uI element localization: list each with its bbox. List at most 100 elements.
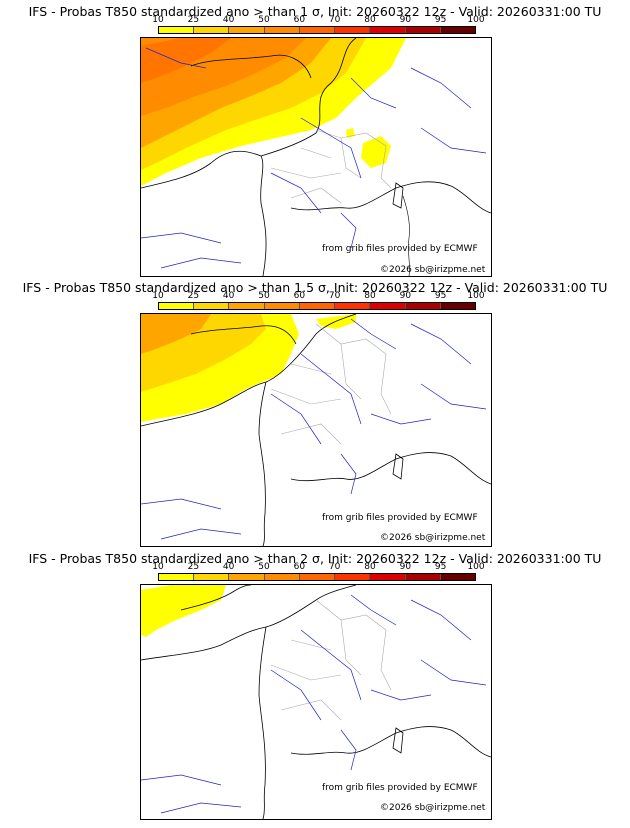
legend-tick-label: 10 bbox=[152, 15, 164, 25]
legend-tick-label: 25 bbox=[187, 15, 200, 25]
panel-title: IFS - Probas T850 standardized ano > tha… bbox=[28, 551, 602, 566]
legend-color-swatch bbox=[405, 574, 441, 580]
legend-color-swatch bbox=[299, 574, 336, 580]
legend-color-swatch bbox=[440, 27, 475, 33]
panel-title: IFS - Probas T850 standardized ano > tha… bbox=[28, 4, 602, 19]
legend-tick-label: 40 bbox=[222, 562, 235, 572]
legend-tick-label: 90 bbox=[399, 291, 412, 301]
probability-map bbox=[140, 37, 492, 277]
credit-copyright: ©2026 sb@irizpme.net bbox=[380, 533, 486, 543]
legend-color-swatch bbox=[299, 303, 336, 309]
legend-color-swatch bbox=[194, 574, 230, 580]
credit-source: from grib files provided by ECMWF bbox=[322, 783, 478, 793]
legend-labels: 10 25 40 50 60 70 80 90 95 100 bbox=[152, 15, 484, 25]
legend-color-swatch bbox=[194, 303, 230, 309]
coastline bbox=[260, 38, 357, 157]
legend-tick-label: 80 bbox=[364, 291, 376, 301]
coastline bbox=[392, 182, 404, 209]
legend-color-swatch bbox=[229, 303, 265, 309]
legend-color-swatch bbox=[405, 27, 441, 33]
legend-color-swatch bbox=[159, 303, 195, 309]
prob-area-10 bbox=[141, 585, 226, 637]
legend-color-swatch bbox=[370, 27, 406, 33]
river-lines bbox=[141, 594, 487, 814]
legend-color-swatch bbox=[264, 27, 300, 33]
legend-color-swatch bbox=[370, 574, 406, 580]
legend-tick-label: 95 bbox=[434, 291, 447, 301]
legend-color-swatch bbox=[405, 303, 441, 309]
legend-labels: 10 25 40 50 60 70 80 90 95 100 bbox=[152, 562, 484, 572]
legend-color-swatch bbox=[335, 574, 371, 580]
legend-tick-label: 95 bbox=[434, 562, 447, 572]
coastline bbox=[258, 381, 267, 546]
coastline bbox=[258, 626, 267, 819]
legend-tick-label: 25 bbox=[187, 291, 200, 301]
legend-color-swatch bbox=[264, 574, 300, 580]
coastline bbox=[290, 452, 491, 485]
coastline bbox=[180, 585, 252, 611]
legend-tick-label: 50 bbox=[258, 291, 270, 301]
border-lines bbox=[270, 599, 392, 721]
legend-color-swatch bbox=[299, 27, 336, 33]
legend-tick-label: 80 bbox=[364, 15, 376, 25]
legend-tick-label: 100 bbox=[467, 562, 485, 572]
legend-tick-label: 60 bbox=[293, 562, 306, 572]
legend-color-swatch bbox=[370, 303, 406, 309]
map-panel-2sigma: IFS - Probas T850 standardized ano > tha… bbox=[0, 547, 630, 823]
legend-tick-label: 90 bbox=[399, 15, 412, 25]
legend-color-swatch bbox=[440, 574, 475, 580]
river-lines bbox=[141, 47, 487, 269]
legend-tick-label: 60 bbox=[293, 291, 306, 301]
legend-tick-label: 80 bbox=[364, 562, 376, 572]
color-legend-bar bbox=[158, 26, 476, 34]
legend-tick-label: 90 bbox=[399, 562, 412, 572]
map-panel-1sigma: IFS - Probas T850 standardized ano > tha… bbox=[0, 0, 630, 277]
legend-tick-label: 50 bbox=[258, 562, 270, 572]
river-lines bbox=[141, 318, 487, 540]
probability-map bbox=[140, 313, 492, 547]
legend-color-swatch bbox=[194, 27, 230, 33]
coastline bbox=[190, 325, 297, 345]
legend-tick-label: 95 bbox=[434, 15, 447, 25]
coastline bbox=[402, 195, 410, 276]
panel-title: IFS - Probas T850 standardized ano > tha… bbox=[22, 280, 608, 295]
legend-color-swatch bbox=[440, 303, 475, 309]
legend-labels: 10 25 40 50 60 70 80 90 95 100 bbox=[152, 291, 484, 301]
legend-color-swatch bbox=[335, 303, 371, 309]
prob-patch-alps bbox=[361, 136, 391, 168]
legend-tick-label: 70 bbox=[328, 562, 341, 572]
legend-color-swatch bbox=[264, 303, 300, 309]
border-lines bbox=[270, 323, 392, 445]
coastline bbox=[290, 181, 491, 214]
credit-source: from grib files provided by ECMWF bbox=[322, 244, 478, 254]
legend-tick-label: 60 bbox=[293, 15, 306, 25]
legend-tick-label: 25 bbox=[187, 562, 200, 572]
legend-tick-label: 40 bbox=[222, 15, 235, 25]
legend-color-swatch bbox=[335, 27, 371, 33]
credit-source: from grib files provided by ECMWF bbox=[322, 513, 478, 523]
probability-map bbox=[140, 584, 492, 820]
legend-tick-label: 70 bbox=[328, 15, 341, 25]
legend-color-swatch bbox=[229, 574, 265, 580]
legend-tick-label: 100 bbox=[467, 291, 485, 301]
legend-tick-label: 10 bbox=[152, 562, 164, 572]
legend-tick-label: 40 bbox=[222, 291, 235, 301]
legend-tick-label: 100 bbox=[467, 15, 485, 25]
coastline bbox=[290, 726, 491, 758]
legend-color-swatch bbox=[159, 27, 195, 33]
map-panel-1-5sigma: IFS - Probas T850 standardized ano > tha… bbox=[0, 276, 630, 552]
coastline bbox=[190, 54, 312, 79]
legend-tick-label: 10 bbox=[152, 291, 164, 301]
legend-tick-label: 70 bbox=[328, 291, 341, 301]
border-lines bbox=[270, 129, 392, 204]
coastline bbox=[392, 727, 404, 754]
prob-area-60 bbox=[141, 38, 231, 83]
legend-color-swatch bbox=[159, 574, 195, 580]
legend-color-swatch bbox=[229, 27, 265, 33]
color-legend-bar bbox=[158, 302, 476, 310]
credit-copyright: ©2026 sb@irizpme.net bbox=[380, 803, 486, 813]
legend-tick-label: 50 bbox=[258, 15, 270, 25]
coastline bbox=[392, 453, 404, 480]
prob-area-40 bbox=[141, 314, 211, 354]
credit-copyright: ©2026 sb@irizpme.net bbox=[380, 265, 486, 275]
